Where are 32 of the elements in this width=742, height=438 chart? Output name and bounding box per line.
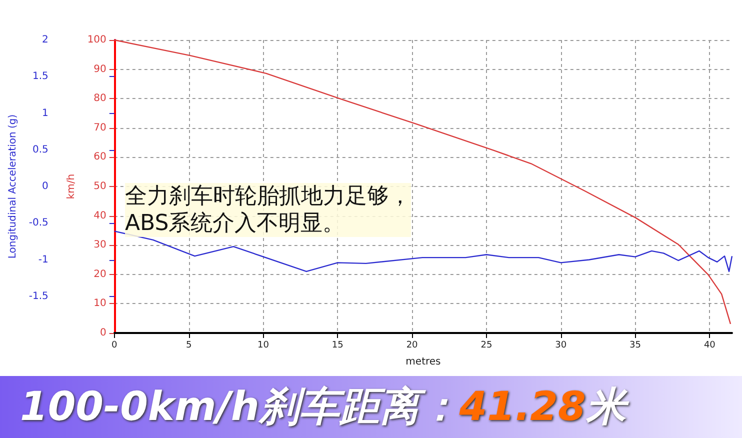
y-axis-title: Longitudinal Acceleration (g) xyxy=(8,114,18,259)
x-axis-title: metres xyxy=(406,356,441,368)
y2-tick-label: 70 xyxy=(94,122,106,134)
x-tick-label: 30 xyxy=(555,340,567,350)
y-tick-label: 0.5 xyxy=(32,144,48,156)
y2-tick-label: 30 xyxy=(94,240,106,251)
x-tick-label: 40 xyxy=(704,340,716,350)
y-tick-label: -0.5 xyxy=(28,218,48,229)
y-tick-label: -1 xyxy=(38,254,48,266)
y2-axis-title: km/h xyxy=(66,174,77,200)
y-tick-label: -1.5 xyxy=(28,290,48,302)
y-tick-label: 1.5 xyxy=(32,71,48,82)
y2-tick-label: 10 xyxy=(94,298,106,310)
y2-tick-label: 0 xyxy=(100,328,106,338)
y2-tick-label: 60 xyxy=(94,152,106,163)
y2-tick-label: 90 xyxy=(94,64,106,75)
x-tick-label: 35 xyxy=(630,340,641,350)
x-tick-label: 25 xyxy=(480,340,492,350)
x-tick-label: 10 xyxy=(258,340,270,350)
y-tick-label: 0 xyxy=(42,181,48,192)
x-tick-label: 0 xyxy=(112,340,118,350)
y2-tick-label: 80 xyxy=(94,93,106,104)
x-tick-label: 15 xyxy=(332,340,344,350)
x-tick-label: 5 xyxy=(186,340,192,350)
y-tick-label: 1 xyxy=(42,108,48,119)
y-tick-label: 2 xyxy=(42,34,48,46)
y2-tick-label: 100 xyxy=(87,34,106,46)
y2-tick-label: 50 xyxy=(94,181,106,192)
x-tick-label: 20 xyxy=(406,340,418,350)
y2-tick-label: 40 xyxy=(94,210,106,222)
y2-tick-label: 20 xyxy=(94,268,106,280)
annotation: 全力刹车时轮胎抓地力足够， ABS系统介入不明显。 xyxy=(125,184,411,236)
